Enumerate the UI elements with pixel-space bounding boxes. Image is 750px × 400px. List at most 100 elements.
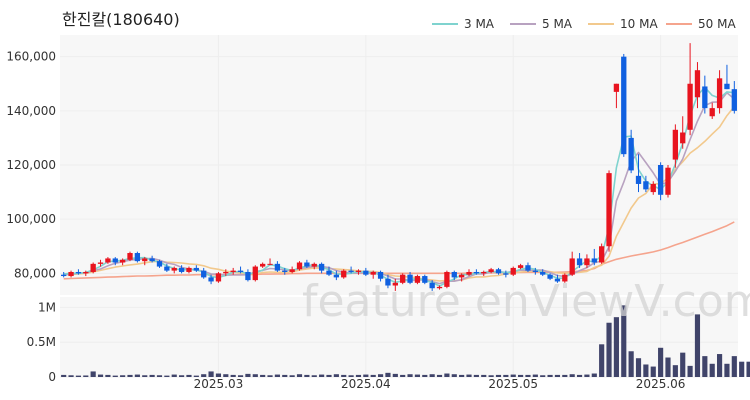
candle-body <box>466 271 472 275</box>
candle-body <box>355 270 362 272</box>
candle <box>495 267 502 275</box>
legend-item: 10 MA <box>588 17 658 31</box>
candle-body <box>370 271 376 275</box>
volume-layer <box>61 305 750 377</box>
volume-bar <box>193 375 199 377</box>
volume-bar <box>289 375 295 377</box>
volume-bar <box>245 373 251 377</box>
candle <box>61 271 67 278</box>
candle-body <box>606 173 612 247</box>
candle-body <box>422 276 428 283</box>
volume-bar <box>90 371 96 377</box>
volume-bar <box>75 375 82 377</box>
volume-bar <box>215 373 222 377</box>
volume-bar <box>407 374 413 377</box>
volume-bar <box>355 374 362 377</box>
candle <box>127 251 133 262</box>
volume-bar <box>576 374 583 377</box>
candle-body <box>724 83 730 90</box>
volume-bar <box>319 374 325 377</box>
candle <box>193 265 199 272</box>
ma50-line <box>63 221 735 280</box>
candle <box>621 53 627 157</box>
candle <box>282 267 288 275</box>
candle-body <box>363 270 369 275</box>
volume-bar <box>208 371 214 377</box>
volume-bar <box>267 375 273 377</box>
candle-body <box>680 132 686 144</box>
volume-bar <box>252 374 258 377</box>
candle <box>562 273 568 283</box>
volume-bar <box>694 314 701 377</box>
candle <box>532 267 538 275</box>
volume-bar <box>363 374 369 377</box>
volume-bar <box>348 375 354 377</box>
volume-bar <box>466 374 472 377</box>
candle <box>503 270 509 278</box>
volume-bar <box>370 374 376 377</box>
candle-body <box>112 258 118 263</box>
candle <box>584 254 590 268</box>
candle <box>112 257 118 266</box>
volume-bar <box>643 364 649 377</box>
candle <box>643 175 649 193</box>
candle-body <box>554 278 561 282</box>
candle-body <box>304 262 310 267</box>
candle <box>657 162 664 201</box>
candle <box>318 262 325 274</box>
candle-body <box>694 70 701 98</box>
candle <box>230 267 236 275</box>
legend-item: 3 MA <box>432 17 495 31</box>
volume-bar <box>510 374 516 377</box>
volume-bar <box>473 374 479 377</box>
volume-bar <box>97 374 104 377</box>
candle <box>400 273 406 285</box>
candle <box>237 266 244 274</box>
candle <box>348 266 354 274</box>
candle-body <box>621 56 627 155</box>
candle <box>591 248 597 266</box>
candle-body <box>495 269 502 274</box>
volume-bar <box>282 374 288 377</box>
volume-bar <box>680 352 686 377</box>
volume-bar <box>223 374 229 377</box>
legend-label: 5 MA <box>542 17 573 31</box>
candle <box>385 274 391 289</box>
volume-bar <box>377 374 384 377</box>
candle-body <box>90 263 96 272</box>
candle-body <box>260 263 266 267</box>
volume-bar <box>201 374 207 377</box>
volume-bar <box>274 374 280 377</box>
candle <box>171 266 177 274</box>
candle-body <box>193 267 199 271</box>
candle-body <box>584 258 590 266</box>
candle <box>289 266 295 274</box>
candle-body <box>208 277 214 282</box>
volume-bar <box>311 375 317 377</box>
candle <box>274 261 281 272</box>
candle-body <box>75 271 82 274</box>
candle-body <box>488 269 494 272</box>
candle <box>164 263 170 272</box>
volume-bar <box>628 351 634 377</box>
volume-bar <box>547 374 553 377</box>
volume-bar <box>724 363 730 377</box>
volume-bar <box>112 375 118 377</box>
candle-body <box>503 273 509 275</box>
candle-body <box>576 258 583 266</box>
volume-tick-label: 1M <box>38 300 56 314</box>
candle <box>186 266 192 274</box>
candle-body <box>127 253 133 260</box>
volume-bar <box>451 374 457 377</box>
volume-bar <box>237 375 244 377</box>
candle <box>83 270 89 277</box>
volume-bar <box>739 361 745 377</box>
volume-bar <box>422 374 428 377</box>
candle <box>576 253 583 268</box>
volume-bar <box>746 361 750 377</box>
candle-body <box>377 271 384 279</box>
candle-body <box>105 258 111 263</box>
candle <box>201 267 207 279</box>
volume-tick-label: 0.5M <box>27 335 56 349</box>
candle-body <box>473 271 480 274</box>
